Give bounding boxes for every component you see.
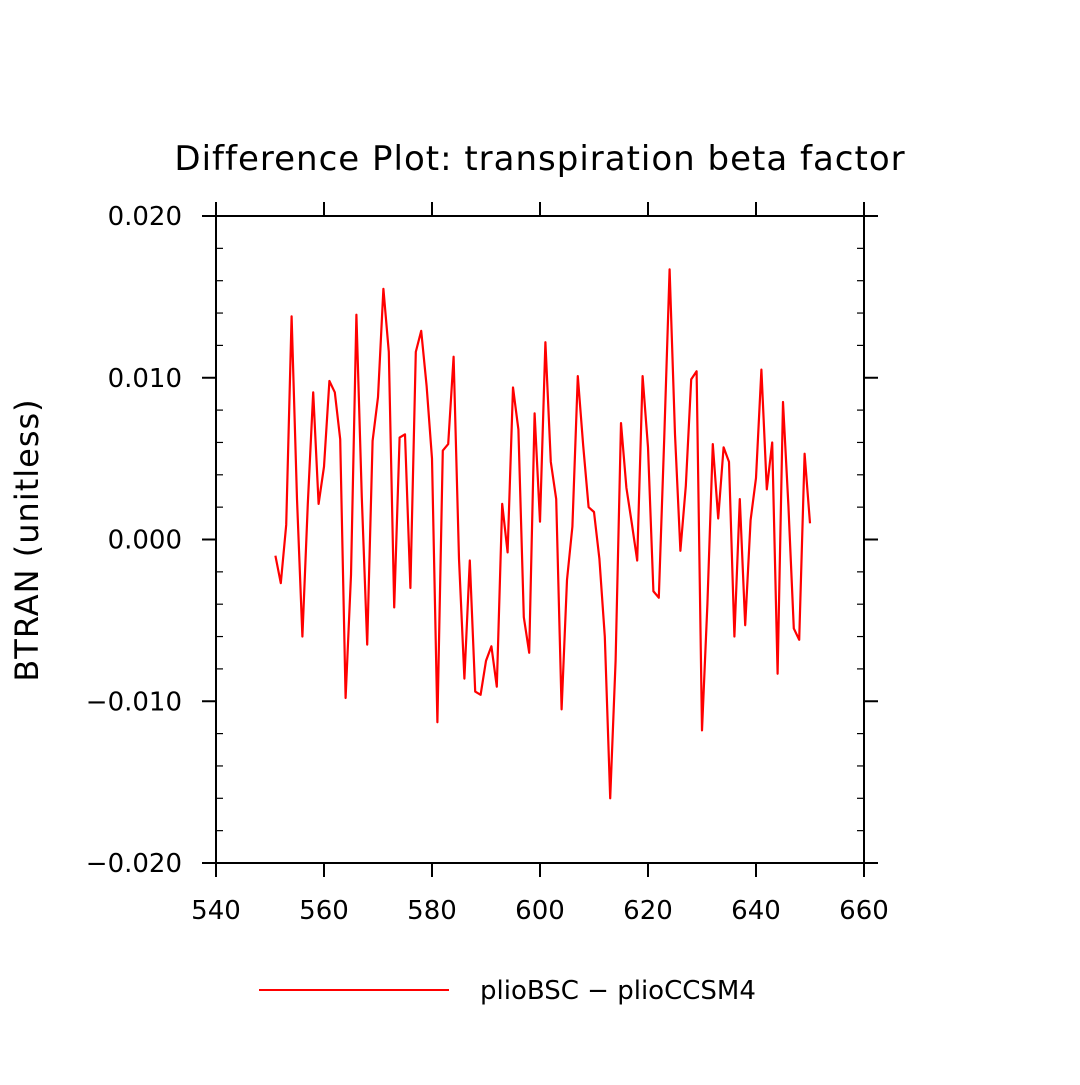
y-tick-label: 0.010 xyxy=(108,364,182,394)
y-tick-label: 0.000 xyxy=(108,526,182,556)
y-tick-label: −0.010 xyxy=(86,687,182,717)
x-tick-label: 540 xyxy=(191,896,241,926)
x-tick-label: 640 xyxy=(731,896,781,926)
plot-frame xyxy=(215,215,865,864)
legend: plioBSC − plioCCSM4 xyxy=(259,976,756,1006)
y-axis-label: BTRAN (unitless) xyxy=(8,398,46,681)
y-tick-label: 0.020 xyxy=(108,202,182,232)
legend-label: plioBSC − plioCCSM4 xyxy=(480,976,756,1006)
x-tick-label: 600 xyxy=(515,896,565,926)
x-tick-label: 660 xyxy=(839,896,889,926)
x-tick-label: 560 xyxy=(299,896,349,926)
series-line xyxy=(274,268,812,800)
y-tick-label: −0.020 xyxy=(86,849,182,879)
plot-area: 540 560 580 600 620 640 660 −0.020 −0.010 0.000 0.… xyxy=(86,202,889,926)
x-tick-label: 580 xyxy=(407,896,457,926)
x-tick-label: 620 xyxy=(623,896,673,926)
chart-title: Difference Plot: transpiration beta fact… xyxy=(174,139,905,179)
